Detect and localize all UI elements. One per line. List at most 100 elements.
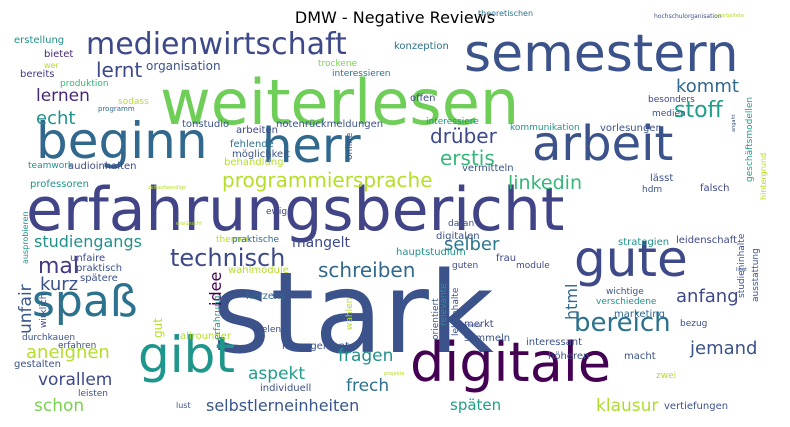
word-41: selbstlerneinheiten bbox=[206, 396, 360, 415]
word-23: erstis bbox=[440, 146, 495, 170]
word-35: fragen bbox=[338, 346, 394, 366]
word-103: allrounder bbox=[180, 331, 231, 342]
word-58: notenrückmeldungen bbox=[276, 119, 384, 130]
word-34: jemand bbox=[690, 338, 758, 359]
word-36: aneignen bbox=[26, 342, 110, 363]
word-91: vielen bbox=[254, 325, 282, 335]
word-9: arbeit bbox=[532, 116, 674, 172]
word-107: leisten bbox=[78, 389, 108, 399]
word-100: höheren bbox=[548, 351, 590, 362]
word-81: leidenschaft bbox=[676, 235, 737, 246]
word-7: beginn bbox=[36, 112, 208, 170]
word-78: themen bbox=[216, 235, 251, 245]
word-15: programmiersprache bbox=[222, 168, 433, 192]
word-123: hintergrund bbox=[759, 152, 768, 200]
word-13: bereich bbox=[574, 308, 671, 338]
word-115: online bbox=[345, 132, 355, 160]
word-128: zeitaufwendige bbox=[148, 185, 187, 191]
word-96: sammeln bbox=[464, 333, 511, 344]
word-28: unfair bbox=[16, 284, 36, 334]
word-4: digitale bbox=[410, 331, 612, 394]
word-56: programm bbox=[98, 105, 135, 113]
word-27: kurz bbox=[40, 274, 79, 295]
word-105: erfahren bbox=[58, 341, 97, 351]
word-22: drüber bbox=[430, 124, 497, 148]
word-92: wichtige bbox=[606, 287, 644, 297]
word-62: möglichkeit bbox=[232, 149, 290, 160]
word-102: individuell bbox=[260, 383, 312, 394]
page-title: DMW - Negative Reviews bbox=[294, 8, 496, 27]
word-40: schon bbox=[34, 396, 85, 416]
word-120: studieninhalte bbox=[737, 233, 747, 298]
word-72: lässt bbox=[650, 173, 674, 184]
word-99: macht bbox=[624, 351, 656, 362]
word-79: praktische bbox=[232, 235, 280, 245]
word-32: anfang bbox=[676, 286, 739, 307]
word-3: erfahrungsbericht bbox=[26, 175, 565, 245]
word-12: medienwirtschaft bbox=[86, 27, 347, 62]
word-33: html bbox=[562, 283, 581, 320]
word-89: wahlmodule bbox=[228, 265, 289, 276]
word-87: guten bbox=[452, 261, 479, 271]
word-1: stark bbox=[212, 249, 494, 379]
word-86: frau bbox=[496, 253, 517, 264]
word-38: aspekt bbox=[248, 364, 306, 384]
word-67: besonders bbox=[648, 95, 695, 105]
word-108: lust bbox=[176, 401, 191, 410]
word-113: erfahrung bbox=[213, 295, 223, 340]
word-61: fehlende bbox=[230, 139, 274, 150]
word-60: arbeiten bbox=[236, 125, 278, 136]
word-77: digitalen bbox=[436, 231, 480, 242]
word-101: management bbox=[282, 341, 349, 352]
word-69: audioinhalten bbox=[68, 161, 137, 172]
word-85: hauptstudium bbox=[396, 247, 466, 258]
word-59: interessiere bbox=[426, 117, 479, 127]
word-6: semestern bbox=[464, 24, 739, 84]
word-51: theoretischen bbox=[478, 9, 534, 18]
word-49: bereits bbox=[20, 69, 55, 80]
word-43: klausur bbox=[596, 396, 659, 416]
word-121: ausstattung bbox=[751, 248, 761, 302]
word-83: praktisch bbox=[76, 263, 123, 274]
word-31: mangelt bbox=[292, 235, 350, 251]
word-30: selber bbox=[444, 234, 500, 255]
word-94: marketing bbox=[614, 309, 665, 320]
word-126: allgemeine bbox=[454, 323, 482, 329]
word-70: professoren bbox=[30, 179, 89, 190]
word-65: vorlesungen bbox=[600, 123, 662, 134]
word-109: zwei bbox=[656, 371, 677, 381]
word-52: trockene bbox=[318, 59, 358, 69]
word-129: erwünscht bbox=[176, 221, 203, 227]
word-104: durchkauen bbox=[22, 333, 76, 343]
word-76: daran bbox=[448, 219, 475, 229]
word-63: behandlung bbox=[224, 157, 284, 168]
word-21: kommt bbox=[676, 76, 739, 97]
word-46: bietet bbox=[44, 49, 74, 60]
word-57: tonstudio bbox=[182, 119, 230, 130]
word-84: spätere bbox=[80, 273, 118, 284]
word-20: stoff bbox=[674, 98, 723, 123]
word-124: hochschulorganisation bbox=[654, 13, 722, 20]
word-127: projekte bbox=[384, 371, 405, 377]
word-16: schreiben bbox=[318, 258, 416, 282]
word-131: erarbeitete bbox=[716, 13, 744, 19]
word-24: linkedin bbox=[508, 172, 582, 194]
word-98: bezug bbox=[680, 319, 708, 329]
word-45: erstellung bbox=[14, 35, 65, 46]
word-112: wirklich bbox=[39, 293, 49, 328]
word-82: unfaire bbox=[70, 253, 106, 264]
word-50: konzeption bbox=[394, 41, 449, 52]
word-37: vorallem bbox=[38, 370, 113, 390]
word-66: medien bbox=[652, 109, 686, 119]
word-114: gut bbox=[151, 318, 165, 338]
word-110: vertiefungen bbox=[664, 401, 729, 412]
word-2: weiterlesen bbox=[160, 66, 520, 139]
word-68: teamwork bbox=[28, 161, 74, 171]
word-74: falsch bbox=[700, 183, 730, 194]
word-130: angaht bbox=[731, 114, 737, 132]
word-19: echt bbox=[36, 108, 76, 129]
word-54: offen bbox=[410, 93, 436, 104]
word-125: liegt bbox=[736, 267, 747, 273]
word-10: gute bbox=[574, 230, 688, 288]
